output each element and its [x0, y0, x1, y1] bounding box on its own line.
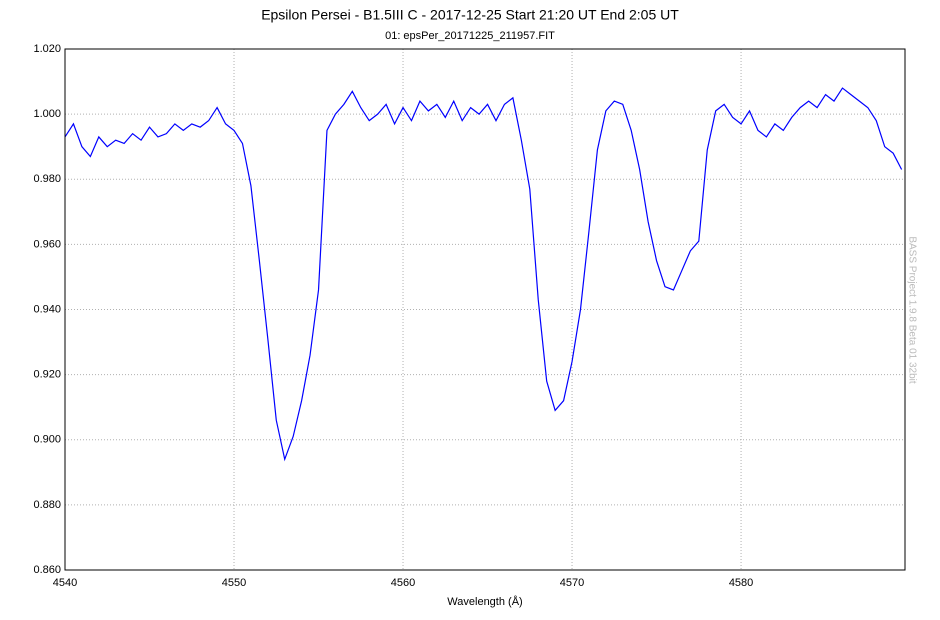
y-tick-label: 1.020	[33, 43, 61, 55]
x-tick-label: 4540	[53, 577, 77, 589]
y-tick-label: 0.920	[33, 369, 61, 381]
y-tick-label: 1.000	[33, 108, 61, 120]
spectrum-line	[64, 87, 903, 462]
y-tick-label: 0.980	[33, 173, 61, 185]
chart-subtitle: 01: epsPer_20171225_211957.FIT	[385, 30, 555, 42]
x-axis-label: Wavelength (Å)	[447, 595, 522, 608]
chart-title: Epsilon Persei - B1.5III C - 2017-12-25 …	[261, 7, 679, 23]
y-tick-label: 0.860	[33, 564, 61, 576]
watermark: BASS Project 1.9.8 Beta 01 32bit	[906, 236, 917, 384]
y-tick-label: 0.900	[33, 434, 61, 446]
x-tick-label: 4550	[222, 577, 246, 589]
y-tick-label: 0.960	[33, 238, 61, 250]
y-tick-label: 0.940	[33, 303, 61, 315]
y-tick-label: 0.880	[33, 499, 61, 511]
x-tick-label: 4580	[729, 577, 753, 589]
plot-frame	[64, 48, 906, 571]
x-tick-label: 4560	[391, 577, 415, 589]
x-tick-label: 4570	[560, 577, 584, 589]
